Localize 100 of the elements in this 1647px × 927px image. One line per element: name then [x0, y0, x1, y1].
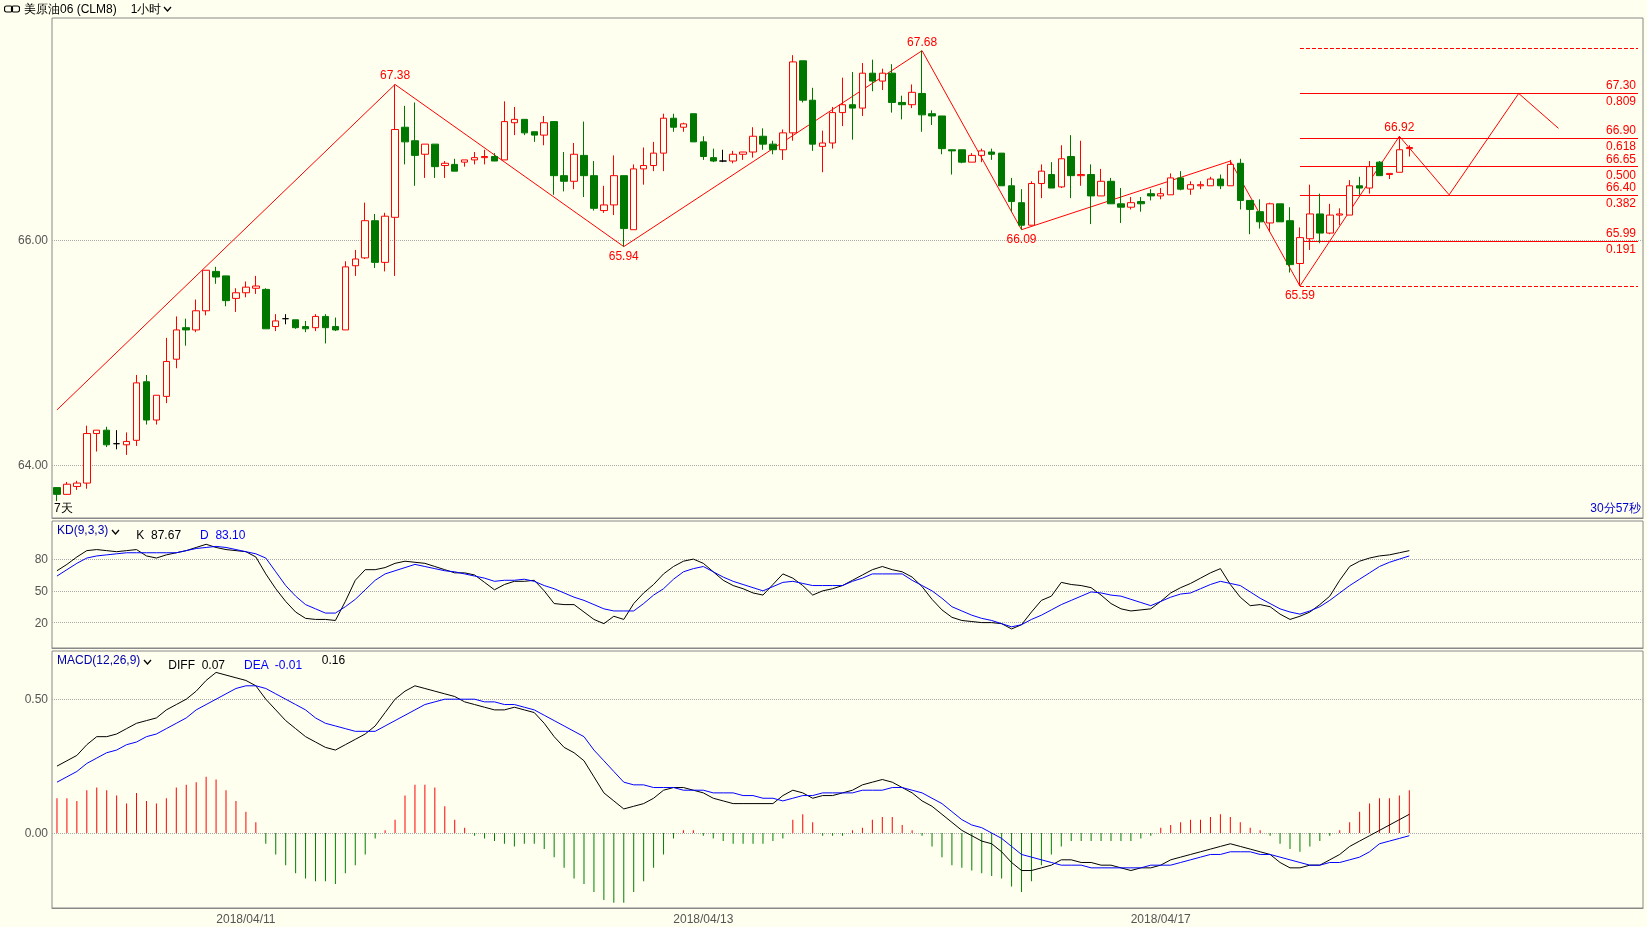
candlestick: [163, 337, 170, 404]
data-label: 67.68: [907, 34, 938, 49]
candlestick: [948, 149, 956, 176]
candlestick: [1137, 196, 1145, 213]
data-label: 66.92: [1384, 120, 1415, 135]
candlestick: [262, 287, 270, 330]
candlestick: [173, 315, 180, 369]
x-tick-label: 2018/04/17: [1130, 912, 1192, 926]
candlestick: [312, 313, 319, 332]
candlestick: [1157, 187, 1164, 200]
candlestick: [799, 60, 807, 103]
candlestick: [182, 318, 190, 347]
candlestick: [391, 83, 399, 277]
candlestick: [441, 160, 449, 179]
candlestick: [1406, 144, 1413, 158]
candlestick: [998, 152, 1005, 187]
candlestick: [739, 151, 747, 161]
data-label: 66.09: [1006, 231, 1037, 246]
y-tick-label: 50: [34, 583, 49, 598]
candlestick: [859, 62, 866, 117]
ref-line-label: 66.40 0.382: [1606, 179, 1637, 210]
candlestick: [222, 275, 230, 307]
series-label: D 83.10: [200, 528, 246, 542]
candlestick: [888, 63, 896, 114]
candlestick: [202, 269, 210, 316]
candlestick: [908, 83, 916, 109]
candlestick: [272, 313, 279, 332]
candlestick: [53, 487, 61, 502]
ref-line-label: 66.90 0.618: [1606, 123, 1637, 154]
candlestick: [700, 135, 707, 161]
candlestick: [451, 158, 458, 172]
candlestick: [1286, 206, 1294, 273]
candlestick: [153, 394, 160, 426]
series-label: DEA -0.01: [244, 658, 303, 672]
candlestick: [610, 154, 618, 216]
data-label: 65.59: [1284, 288, 1316, 303]
ref-line-label: 67.30 0.809: [1606, 78, 1637, 109]
candlestick: [292, 319, 299, 330]
candlestick: [660, 113, 667, 172]
candlestick: [133, 374, 140, 447]
candlestick: [550, 121, 558, 196]
candlestick: [1127, 196, 1135, 210]
candlestick: [809, 87, 816, 152]
candlestick: [1237, 158, 1244, 210]
candlestick: [630, 163, 637, 231]
annotation: 30分57秒: [1590, 501, 1642, 515]
candlestick: [1207, 176, 1214, 187]
candlestick: [1386, 172, 1393, 180]
candlestick: [958, 149, 966, 164]
candlestick: [352, 249, 359, 277]
y-tick-label: 64.00: [17, 458, 49, 473]
candlestick: [471, 151, 478, 165]
candlestick: [690, 113, 697, 143]
candlestick: [968, 152, 976, 163]
candlestick: [580, 121, 588, 198]
candlestick: [640, 147, 647, 186]
candlestick: [361, 202, 369, 260]
candlestick: [1048, 161, 1055, 189]
candlestick: [1038, 163, 1045, 199]
candlestick: [938, 115, 946, 155]
candlestick: [501, 100, 508, 161]
candlestick: [620, 175, 628, 248]
candlestick: [1256, 198, 1264, 230]
candlestick: [829, 106, 836, 150]
candlestick: [729, 150, 737, 164]
candlestick: [521, 118, 528, 136]
candlestick: [242, 281, 250, 298]
candlestick: [1336, 207, 1343, 226]
candlestick: [1187, 180, 1194, 196]
candlestick: [650, 141, 657, 172]
candlestick: [680, 122, 687, 133]
x-tick-label: 2018/04/13: [673, 912, 734, 926]
candlestick: [1316, 193, 1324, 244]
candlestick: [1177, 170, 1184, 191]
candlestick: [481, 149, 488, 165]
candlestick: [769, 140, 777, 155]
candlestick: [590, 160, 598, 212]
chart-title: 美原油06 (CLM8): [24, 0, 117, 18]
candlestick: [1276, 203, 1284, 223]
candlestick: [928, 109, 936, 126]
candlestick: [879, 68, 886, 91]
candlestick: [302, 320, 309, 333]
candlestick: [710, 148, 717, 163]
candlestick: [570, 142, 578, 190]
y-tick-label: 66.00: [17, 232, 49, 247]
y-tick-label: 80: [34, 552, 49, 567]
candlestick: [411, 101, 419, 187]
candlestick: [252, 275, 260, 295]
candlestick: [282, 313, 289, 325]
candlestick: [381, 212, 389, 272]
candlestick: [511, 106, 518, 136]
annotation: 7天: [54, 501, 73, 515]
y-tick-label: 0.50: [24, 692, 49, 707]
candlestick: [63, 481, 71, 495]
candlestick: [143, 374, 150, 426]
candlestick: [839, 77, 846, 127]
candlestick: [192, 299, 200, 333]
chart-subtitle: 1小时: [130, 0, 162, 18]
candlestick: [1018, 188, 1025, 231]
candlestick: [819, 130, 826, 173]
